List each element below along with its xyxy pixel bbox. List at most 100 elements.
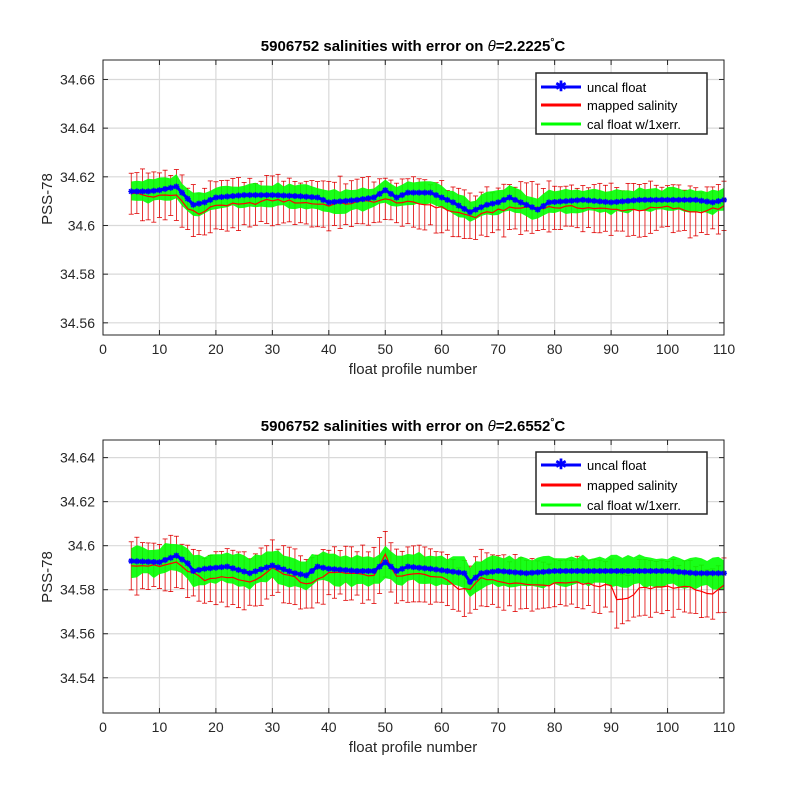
chart-panel-top: 5906752 salinities with error on θ=2.222… bbox=[39, 37, 735, 378]
uncal-float-marker bbox=[438, 194, 445, 201]
uncal-float-marker bbox=[636, 196, 643, 203]
uncal-float-marker bbox=[495, 199, 502, 206]
uncal-float-marker bbox=[162, 185, 169, 192]
uncal-float-marker bbox=[641, 567, 648, 574]
uncal-float-marker bbox=[489, 200, 496, 207]
y-tick-label: 34.66 bbox=[60, 71, 95, 87]
uncal-float-marker bbox=[246, 570, 253, 577]
legend-label-cal: cal float w/1xerr. bbox=[587, 498, 681, 513]
uncal-float-marker bbox=[145, 558, 152, 565]
chart-title: 5906752 salinities with error on θ=2.222… bbox=[261, 37, 566, 55]
uncal-float-marker bbox=[489, 568, 496, 575]
uncal-float-marker bbox=[382, 559, 389, 566]
uncal-float-marker bbox=[675, 196, 682, 203]
uncal-float-marker bbox=[387, 190, 394, 197]
uncal-float-marker bbox=[252, 568, 259, 575]
uncal-float-marker bbox=[320, 196, 327, 203]
x-tick-label: 100 bbox=[656, 341, 680, 357]
uncal-float-marker bbox=[308, 194, 315, 201]
uncal-float-marker bbox=[596, 567, 603, 574]
uncal-float-marker bbox=[568, 567, 575, 574]
chart-title: 5906752 salinities with error on θ=2.655… bbox=[261, 417, 566, 435]
uncal-float-marker bbox=[641, 196, 648, 203]
uncal-float-marker bbox=[427, 189, 434, 196]
y-tick-label: 34.6 bbox=[68, 538, 95, 554]
y-axis-label: PSS-78 bbox=[39, 551, 56, 603]
uncal-float-marker bbox=[704, 198, 711, 205]
x-axis-label: float profile number bbox=[349, 361, 477, 378]
uncal-float-marker bbox=[455, 202, 462, 209]
uncal-float-marker bbox=[370, 567, 377, 574]
uncal-float-marker bbox=[529, 204, 536, 211]
uncal-float-marker bbox=[342, 197, 349, 204]
uncal-float-marker bbox=[258, 192, 265, 199]
uncal-float-marker bbox=[286, 192, 293, 199]
uncal-float-marker bbox=[201, 199, 208, 206]
uncal-float-marker bbox=[551, 567, 558, 574]
uncal-float-marker bbox=[314, 194, 321, 201]
uncal-float-marker bbox=[218, 564, 225, 571]
uncal-float-marker bbox=[670, 196, 677, 203]
uncal-float-marker bbox=[466, 209, 473, 216]
uncal-float-marker bbox=[534, 569, 541, 576]
uncal-float-marker bbox=[133, 558, 140, 565]
x-tick-label: 20 bbox=[208, 719, 224, 735]
uncal-float-marker bbox=[376, 190, 383, 197]
uncal-float-marker bbox=[715, 570, 722, 577]
legend-label-mapped: mapped salinity bbox=[587, 478, 678, 493]
uncal-float-marker bbox=[404, 189, 411, 196]
uncal-float-marker bbox=[444, 196, 451, 203]
uncal-float-marker bbox=[681, 196, 688, 203]
uncal-float-marker bbox=[246, 192, 253, 199]
uncal-float-marker bbox=[466, 579, 473, 586]
uncal-float-marker bbox=[348, 567, 355, 574]
uncal-float-marker bbox=[444, 567, 451, 574]
x-tick-label: 60 bbox=[434, 341, 450, 357]
uncal-float-marker bbox=[241, 568, 248, 575]
uncal-float-marker bbox=[455, 569, 462, 576]
uncal-float-marker bbox=[365, 567, 372, 574]
uncal-float-marker bbox=[128, 558, 135, 565]
uncal-float-marker bbox=[342, 567, 349, 574]
uncal-float-marker bbox=[647, 567, 654, 574]
legend: ✱ uncal float mapped salinity cal float … bbox=[535, 451, 708, 515]
uncal-float-marker bbox=[224, 193, 231, 200]
uncal-float-marker bbox=[613, 198, 620, 205]
uncal-float-marker bbox=[506, 194, 513, 201]
uncal-float-marker bbox=[139, 558, 146, 565]
uncal-float-marker bbox=[303, 572, 310, 579]
uncal-float-marker bbox=[291, 570, 298, 577]
uncal-float-marker bbox=[308, 567, 315, 574]
x-tick-label: 90 bbox=[603, 341, 619, 357]
uncal-float-marker bbox=[331, 566, 338, 573]
uncal-float-marker bbox=[184, 560, 191, 567]
uncal-float-marker bbox=[354, 567, 361, 574]
legend: ✱ uncal float mapped salinity cal float … bbox=[535, 72, 708, 135]
uncal-float-marker bbox=[450, 568, 457, 575]
uncal-float-marker bbox=[370, 194, 377, 201]
uncal-float-marker bbox=[630, 197, 637, 204]
uncal-float-marker bbox=[128, 188, 135, 195]
uncal-float-marker bbox=[410, 564, 417, 571]
uncal-float-marker bbox=[263, 564, 270, 571]
legend-marker-uncal: ✱ bbox=[555, 78, 567, 94]
uncal-float-marker bbox=[421, 189, 428, 196]
uncal-float-marker bbox=[461, 570, 468, 577]
x-tick-label: 50 bbox=[377, 341, 393, 357]
x-tick-label: 10 bbox=[152, 719, 168, 735]
uncal-float-marker bbox=[517, 569, 524, 576]
uncal-float-marker bbox=[235, 566, 242, 573]
uncal-float-marker bbox=[704, 570, 711, 577]
x-tick-label: 40 bbox=[321, 341, 337, 357]
uncal-float-marker bbox=[653, 567, 660, 574]
uncal-float-marker bbox=[416, 189, 423, 196]
x-tick-label: 10 bbox=[152, 341, 168, 357]
y-tick-label: 34.56 bbox=[60, 315, 95, 331]
plot-frame bbox=[102, 59, 725, 336]
uncal-float-marker bbox=[472, 206, 479, 213]
uncal-float-marker bbox=[483, 201, 490, 208]
uncal-float-marker bbox=[687, 569, 694, 576]
uncal-float-marker bbox=[337, 198, 344, 205]
uncal-float-marker bbox=[585, 197, 592, 204]
